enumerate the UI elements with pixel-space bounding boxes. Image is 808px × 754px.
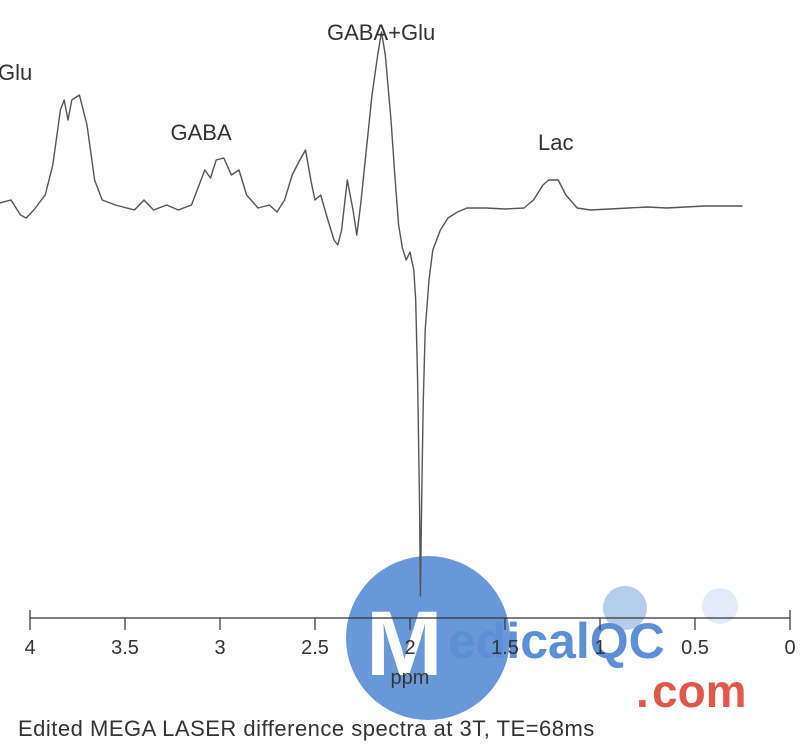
figure-caption: Edited MEGA LASER difference spectra at … [18,716,595,742]
axis-tick-label: 2.5 [301,637,329,659]
axis-label: ppm [391,667,430,689]
axis-tick-label: 3.5 [111,637,139,659]
axis-tick-label: 4 [24,637,35,659]
axis-tick-label: 3 [214,637,225,659]
peak-label: Glu [0,60,32,86]
peak-label: GABA+Glu [327,20,435,46]
peak-label: Lac [538,130,573,156]
axis-tick-label: 0 [784,637,795,659]
peak-label: GABA [171,120,232,146]
axis-tick-label: 1 [594,637,605,659]
spectrum-line [0,32,743,596]
spectrum-figure: MedicalQC.com 43.532.521.510.50ppm GluGA… [0,0,808,754]
axis-tick-label: 2 [404,637,415,659]
spectrum-chart: 4 3.5 3 2.5 2 1.5 1 0.5 0 ppm [0,0,808,754]
axis-tick-label: 1.5 [491,637,519,659]
axis-tick-label: 0.5 [681,637,709,659]
